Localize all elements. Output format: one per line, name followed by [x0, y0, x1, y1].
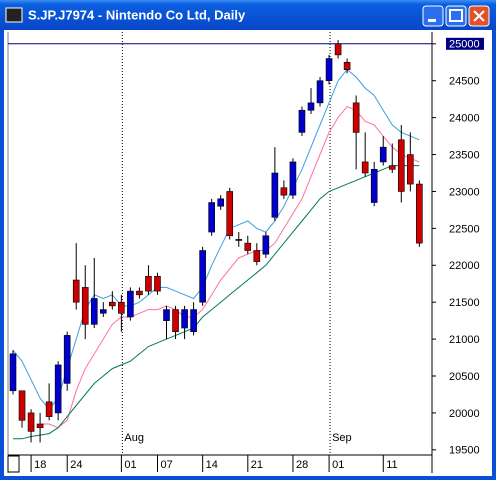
y-tick-label: 25000: [449, 39, 480, 51]
ma-line: [13, 165, 420, 440]
candle-body: [208, 202, 215, 233]
close-glyph: [473, 10, 485, 22]
candle-body: [18, 390, 26, 421]
y-tick-label: 19500: [449, 445, 480, 457]
minimize-button[interactable]: [422, 5, 444, 27]
y-tick-label: 21500: [449, 297, 480, 309]
candle-body: [280, 187, 288, 196]
candle-body: [352, 102, 360, 133]
x-tick-label: 14: [206, 459, 218, 471]
y-tick-label: 23000: [449, 186, 480, 198]
y-tick-label: 22500: [449, 223, 480, 235]
maximize-glyph: [449, 9, 463, 22]
candle-body: [244, 242, 252, 251]
highlight-box: [446, 37, 484, 50]
candle-body: [145, 276, 152, 292]
candle-body: [361, 161, 369, 174]
candle-body: [226, 191, 234, 237]
y-tick-label: 23500: [449, 149, 480, 161]
plot: 19500 20000 20500 21000 21500 22000 22500 23000…: [8, 32, 484, 472]
candle-body: [127, 290, 134, 318]
candle-body: [100, 309, 107, 314]
candle-body: [334, 43, 342, 56]
candle-body: [109, 301, 116, 307]
candle-body: [36, 423, 44, 428]
candle-body: [63, 335, 71, 384]
x-tick-label: 01: [332, 459, 344, 471]
candle-body: [370, 169, 378, 203]
candle-body: [181, 309, 188, 329]
candle-body: [307, 102, 315, 111]
candle-body: [54, 364, 62, 414]
candle-body: [271, 172, 279, 218]
month-label: Sep: [332, 432, 352, 444]
candle-body: [289, 161, 297, 196]
title-bar: [0, 0, 496, 30]
candle-body: [298, 109, 306, 133]
candle-body: [343, 61, 351, 70]
candle-body: [262, 235, 270, 255]
candle-body: [379, 146, 387, 163]
candle-body: [81, 287, 89, 325]
x-tick-label: 07: [161, 459, 173, 471]
candle-body: [136, 290, 143, 296]
candle-body: [235, 239, 243, 241]
y-tick-label: 22000: [449, 260, 480, 272]
candle-body: [90, 298, 98, 325]
app-icon: [5, 7, 23, 23]
candle-body: [190, 309, 197, 333]
candle-body: [416, 183, 423, 244]
y-tick-label: 24500: [449, 76, 480, 88]
ma-line: [12, 68, 420, 410]
candle-body: [45, 401, 53, 417]
x-tick-label: 18: [34, 459, 46, 471]
candle-body: [397, 139, 405, 192]
candle-body: [27, 412, 35, 432]
candle-body: [154, 276, 161, 292]
candle-body: [325, 58, 333, 82]
y-tick-label: 24000: [449, 113, 480, 125]
window-buttons[interactable]: [422, 5, 490, 27]
candle-body: [118, 301, 125, 314]
x-tick-label: 21: [251, 459, 263, 471]
scroll-box[interactable]: [7, 455, 20, 473]
candle-body: [172, 309, 179, 333]
x-tick-label: 24: [70, 459, 82, 471]
x-tick-label: 28: [296, 459, 308, 471]
candle-body: [9, 353, 17, 392]
candle-body: [163, 309, 170, 321]
y-tick-label: 20000: [449, 408, 480, 420]
y-tick-label: 20500: [449, 371, 480, 383]
window-title: S.JP.J7974 - Nintendo Co Ltd, Daily: [28, 7, 246, 22]
candle-body: [316, 80, 324, 104]
month-label: Aug: [124, 432, 144, 444]
candle-body: [217, 198, 224, 207]
candle-body: [199, 250, 206, 303]
y-tick-label: 21000: [449, 334, 480, 346]
candle-body: [72, 279, 80, 303]
x-tick-label: 11: [386, 459, 397, 471]
candle-body: [253, 250, 261, 262]
candle-body: [388, 165, 396, 170]
candle-body: [407, 154, 414, 185]
x-tick-label: 01: [124, 459, 136, 471]
minimize-glyph: [428, 19, 436, 22]
